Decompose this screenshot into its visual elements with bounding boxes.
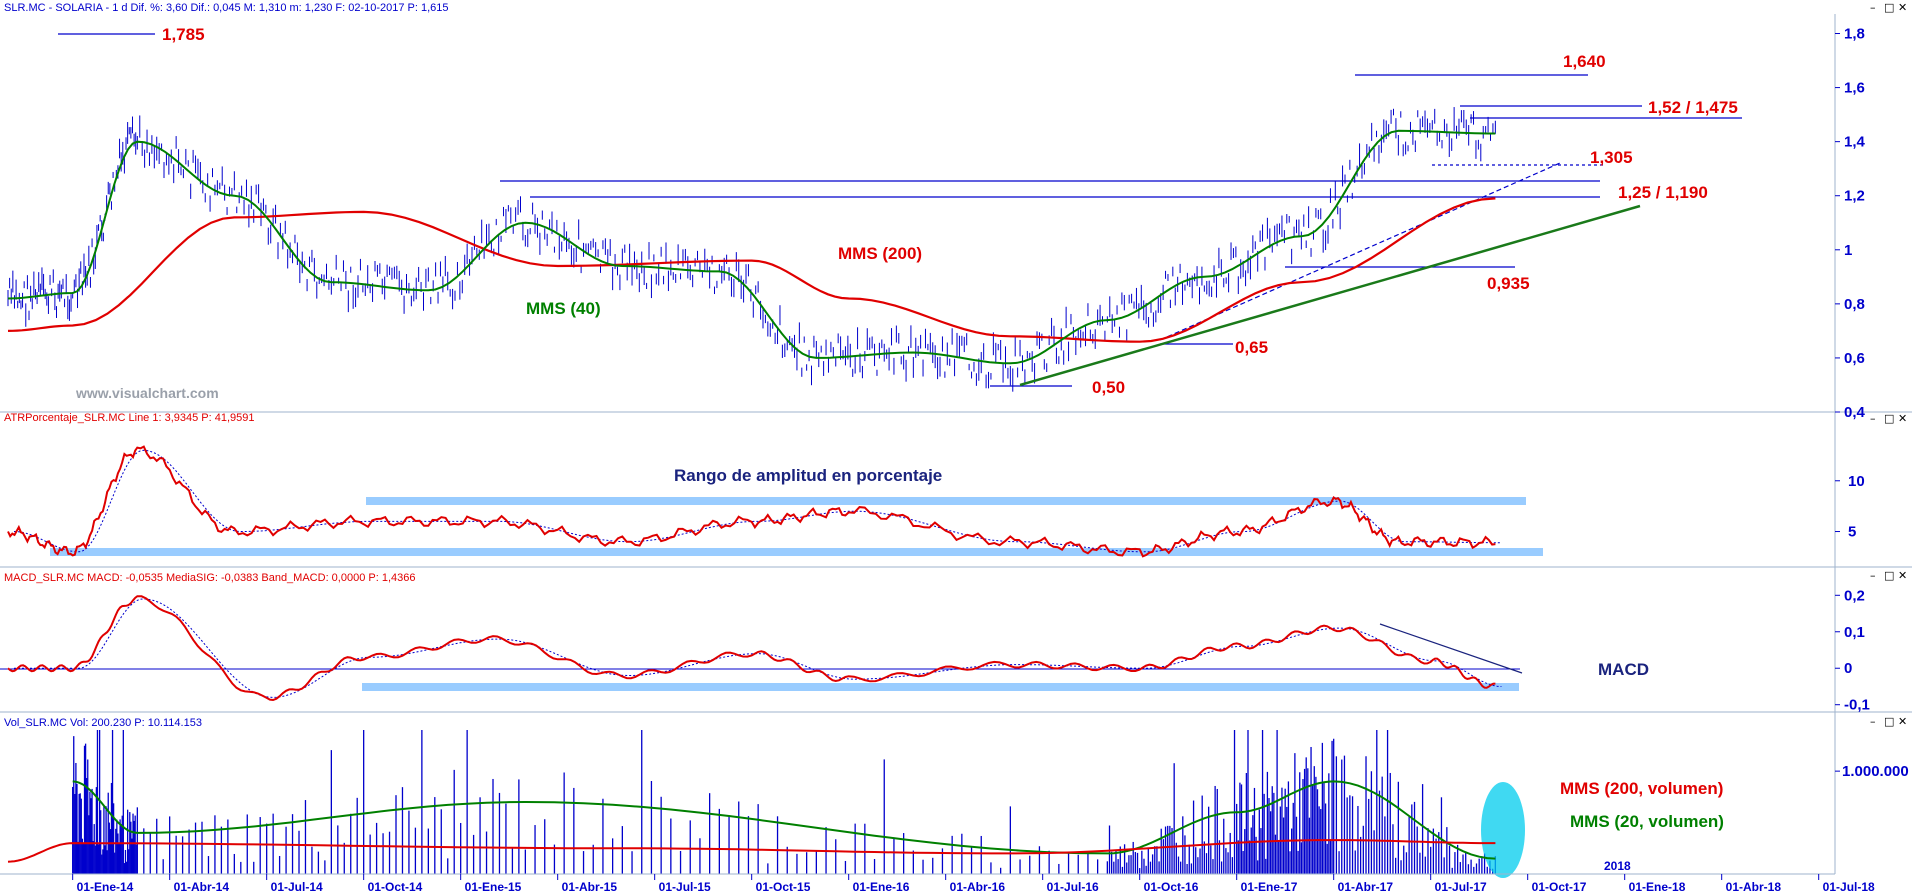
atr-line xyxy=(7,445,1496,558)
window-controls-volume[interactable]: – □ ✕ xyxy=(1870,715,1907,728)
close-icon[interactable]: ✕ xyxy=(1898,1,1907,14)
volume-mms20-line xyxy=(72,780,1496,860)
price-panel-header: SLR.MC - SOLARIA - 1 d Dif. %: 3,60 Dif.… xyxy=(4,2,449,14)
watermark: www.visualchart.com xyxy=(75,385,219,401)
x-tick-label: 01-Ene-18 xyxy=(1629,880,1686,892)
y-tick-label: 10 xyxy=(1848,473,1865,490)
macd-signal-line xyxy=(14,598,1502,698)
x-axis-labels: 01-Ene-14 01-Abr-14 01-Jul-14 01-Oct-14 01-E… xyxy=(72,874,1875,892)
x-tick-label: 01-Oct-17 xyxy=(1532,880,1587,892)
atr-y-axis: 5 10 xyxy=(1835,473,1865,541)
x-tick-label: 01-Abr-16 xyxy=(950,880,1006,892)
window-controls-atr[interactable]: – □ ✕ xyxy=(1870,412,1907,425)
label-125-1190: 1,25 / 1,190 xyxy=(1618,183,1708,202)
label-mms200: MMS (200) xyxy=(838,244,922,263)
x-tick-label: 01-Oct-16 xyxy=(1144,880,1199,892)
y-tick-label: 0,4 xyxy=(1844,404,1866,421)
label-mms40: MMS (40) xyxy=(526,299,601,318)
y-tick-label: 1,4 xyxy=(1844,134,1866,151)
label-1785: 1,785 xyxy=(162,25,205,44)
maximize-icon[interactable]: □ xyxy=(1884,1,1894,14)
x-tick-label: 01-Ene-14 xyxy=(77,880,134,892)
x-tick-label: 01-Jul-14 xyxy=(271,880,323,892)
label-rango: Rango de amplitud en porcentaje xyxy=(674,466,942,485)
minimize-icon[interactable]: – xyxy=(1870,412,1876,425)
macd-trendline xyxy=(1379,623,1523,674)
close-icon[interactable]: ✕ xyxy=(1898,715,1907,728)
x-tick-label: 01-Ene-16 xyxy=(853,880,910,892)
y-tick-label: 1.000.000 xyxy=(1842,763,1909,780)
price-y-axis: 0,4 0,6 0,8 1 1,2 1,4 1,6 1,8 xyxy=(1835,26,1866,421)
macd-panel-header: MACD_SLR.MC MACD: -0,0535 MediaSIG: -0,0… xyxy=(4,572,415,584)
x-tick-label: 01-Ene-17 xyxy=(1241,880,1298,892)
label-1640: 1,640 xyxy=(1563,52,1606,71)
label-macd: MACD xyxy=(1598,660,1649,679)
x-tick-label: 01-Ene-15 xyxy=(465,880,522,892)
volume-mms200-line xyxy=(7,839,1496,863)
label-065: 0,65 xyxy=(1235,338,1268,357)
x-tick-label: 01-Abr-15 xyxy=(562,880,618,892)
price-bars xyxy=(7,107,1496,392)
macd-band xyxy=(362,683,1519,691)
y-tick-label: 1,2 xyxy=(1844,188,1865,205)
x-tick-label: 01-Jul-15 xyxy=(659,880,711,892)
mms40-line xyxy=(7,129,1496,365)
maximize-icon[interactable]: □ xyxy=(1884,412,1894,425)
atr-band-lower xyxy=(50,548,1543,556)
y-tick-label: 0 xyxy=(1844,660,1852,677)
y-tick-label: 1 xyxy=(1844,242,1852,259)
label-152-1475: 1,52 / 1,475 xyxy=(1648,98,1738,117)
x-tick-label: 01-Jul-17 xyxy=(1435,880,1487,892)
y-tick-label: 0,2 xyxy=(1844,587,1865,604)
x-tick-label: 01-Oct-15 xyxy=(756,880,811,892)
y-tick-label: 5 xyxy=(1848,524,1856,541)
x-tick-label: 01-Jul-18 xyxy=(1823,880,1875,892)
atr-band-upper xyxy=(366,497,1526,505)
macd-line xyxy=(7,595,1496,702)
volume-y-axis: 1.000.000 xyxy=(1835,763,1909,780)
label-0935: 0,935 xyxy=(1487,274,1530,293)
year-marker: 2018 xyxy=(1604,859,1631,873)
x-tick-label: 01-Jul-16 xyxy=(1047,880,1099,892)
y-tick-label: 1,6 xyxy=(1844,80,1865,97)
label-1305: 1,305 xyxy=(1590,148,1633,167)
panel-frames xyxy=(0,14,1912,874)
y-tick-label: 0,6 xyxy=(1844,350,1865,367)
green-trendline xyxy=(1019,204,1641,387)
window-controls-macd[interactable]: – □ ✕ xyxy=(1870,569,1907,582)
volume-highlight xyxy=(1481,782,1525,878)
atr-signal-line xyxy=(13,449,1502,553)
close-icon[interactable]: ✕ xyxy=(1898,569,1907,582)
minimize-icon[interactable]: – xyxy=(1870,715,1876,728)
label-vol200: MMS (200, volumen) xyxy=(1560,779,1723,798)
x-tick-label: 01-Oct-14 xyxy=(368,880,423,892)
mms200-line xyxy=(7,197,1496,343)
label-vol20: MMS (20, volumen) xyxy=(1570,812,1724,831)
volume-panel-header: Vol_SLR.MC Vol: 200.230 P: 10.114.153 xyxy=(4,717,202,729)
volume-bars xyxy=(72,730,1496,874)
minimize-icon[interactable]: – xyxy=(1870,569,1876,582)
level-lines xyxy=(58,33,1742,387)
y-tick-label: 0,1 xyxy=(1844,624,1865,641)
atr-panel-header: ATRPorcentaje_SLR.MC Line 1: 3,9345 P: 4… xyxy=(4,412,255,424)
x-tick-label: 01-Abr-14 xyxy=(174,880,230,892)
y-tick-label: -0,1 xyxy=(1844,697,1870,714)
window-controls-price[interactable]: – □ ✕ xyxy=(1870,1,1907,14)
macd-y-axis: -0,1 0 0,1 0,2 xyxy=(1835,587,1870,714)
maximize-icon[interactable]: □ xyxy=(1884,569,1894,582)
label-050: 0,50 xyxy=(1092,378,1125,397)
y-tick-label: 1,8 xyxy=(1844,26,1865,43)
dashed-trendline xyxy=(1159,162,1561,341)
maximize-icon[interactable]: □ xyxy=(1884,715,1894,728)
minimize-icon[interactable]: – xyxy=(1870,1,1876,14)
x-tick-label: 01-Abr-17 xyxy=(1338,880,1394,892)
close-icon[interactable]: ✕ xyxy=(1898,412,1907,425)
x-tick-label: 01-Abr-18 xyxy=(1726,880,1782,892)
y-tick-label: 0,8 xyxy=(1844,296,1865,313)
